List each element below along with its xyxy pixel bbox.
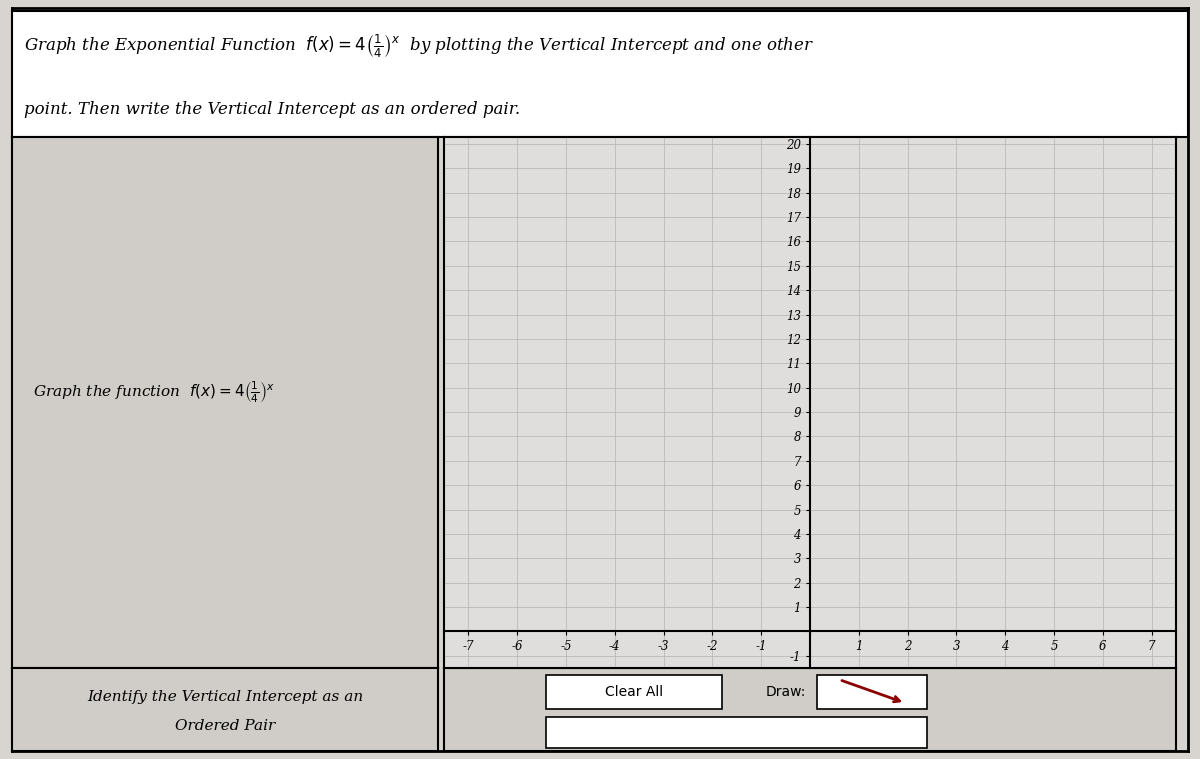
Text: point. Then write the Vertical Intercept as an ordered pair.: point. Then write the Vertical Intercept… [24, 101, 520, 118]
Text: Identify the Vertical Intercept as an: Identify the Vertical Intercept as an [86, 690, 364, 704]
Text: Graph the Exponential Function  $f(x) = 4\left(\frac{1}{4}\right)^x$  by plottin: Graph the Exponential Function $f(x) = 4… [24, 33, 814, 60]
Text: Graph the function  $f(x) = 4\left(\frac{1}{4}\right)^x$: Graph the function $f(x) = 4\left(\frac{… [34, 379, 275, 405]
Text: Draw:: Draw: [766, 685, 806, 699]
FancyBboxPatch shape [546, 717, 928, 748]
FancyBboxPatch shape [817, 676, 928, 709]
Text: Clear All: Clear All [605, 685, 664, 699]
Text: Ordered Pair: Ordered Pair [175, 720, 275, 733]
FancyBboxPatch shape [546, 676, 722, 709]
